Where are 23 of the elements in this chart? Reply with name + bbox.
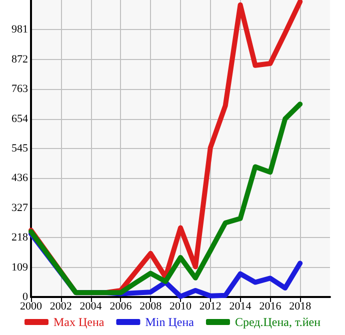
legend-label: Min Цена (145, 315, 195, 329)
legend-label: Сред.Цена, т.йен (234, 315, 322, 329)
x-tick-label: 2004 (80, 300, 102, 312)
x-tick-label: 2002 (50, 300, 72, 312)
x-tick-label: 2006 (110, 300, 132, 312)
x-tick-label: 2016 (259, 300, 282, 312)
legend-label: Max Цена (53, 315, 105, 329)
y-tick-label: 654 (12, 112, 28, 125)
y-tick-label: 981 (12, 24, 28, 36)
y-tick-label: 436 (12, 172, 28, 184)
y-tick-label: 872 (12, 53, 28, 66)
x-tick-label: 2012 (199, 300, 222, 312)
x-tick-label: 2000 (20, 300, 42, 312)
x-tick-label: 2008 (140, 300, 162, 312)
y-tick-label: 0 (22, 291, 28, 303)
y-tick-label: 218 (12, 232, 28, 244)
y-tick-label: 109 (12, 261, 28, 274)
y-tick-label: 763 (12, 83, 28, 96)
x-tick-label: 2018 (289, 300, 312, 312)
x-tick-label: 2010 (170, 300, 192, 312)
y-tick-label: 545 (12, 142, 28, 154)
y-tick-label: 327 (12, 202, 28, 214)
x-tick-label: 2014 (229, 300, 252, 312)
